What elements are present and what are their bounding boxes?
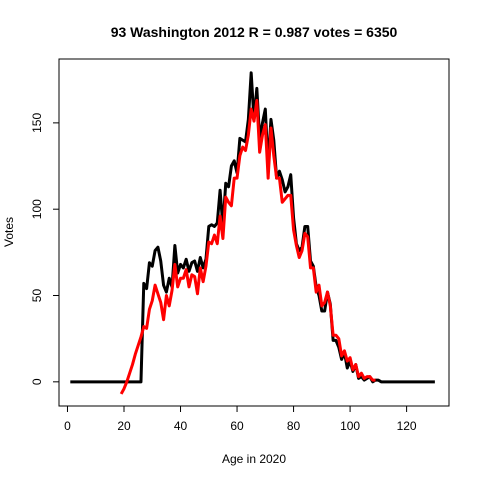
x-axis: 0 20 40 60 80 100 120 xyxy=(64,405,417,433)
x-tick-label: 20 xyxy=(117,419,131,433)
y-tick-label: 150 xyxy=(30,113,44,133)
x-tick-label: 60 xyxy=(230,419,244,433)
y-axis-label: Votes xyxy=(2,217,16,247)
x-tick-label: 40 xyxy=(174,419,188,433)
series-layer xyxy=(70,71,435,395)
x-tick-label: 120 xyxy=(397,419,417,433)
x-tick-label: 0 xyxy=(64,419,71,433)
x-axis-label: Age in 2020 xyxy=(222,452,286,466)
y-tick-label: 0 xyxy=(30,378,44,385)
y-tick-label: 100 xyxy=(30,199,44,219)
series-line-2 xyxy=(119,98,376,395)
y-axis: 0 50 100 150 xyxy=(30,113,60,385)
chart-title: 93 Washington 2012 R = 0.987 votes = 635… xyxy=(111,24,398,40)
y-tick-label: 50 xyxy=(30,289,44,303)
x-tick-label: 80 xyxy=(287,419,301,433)
x-tick-label: 100 xyxy=(340,419,360,433)
